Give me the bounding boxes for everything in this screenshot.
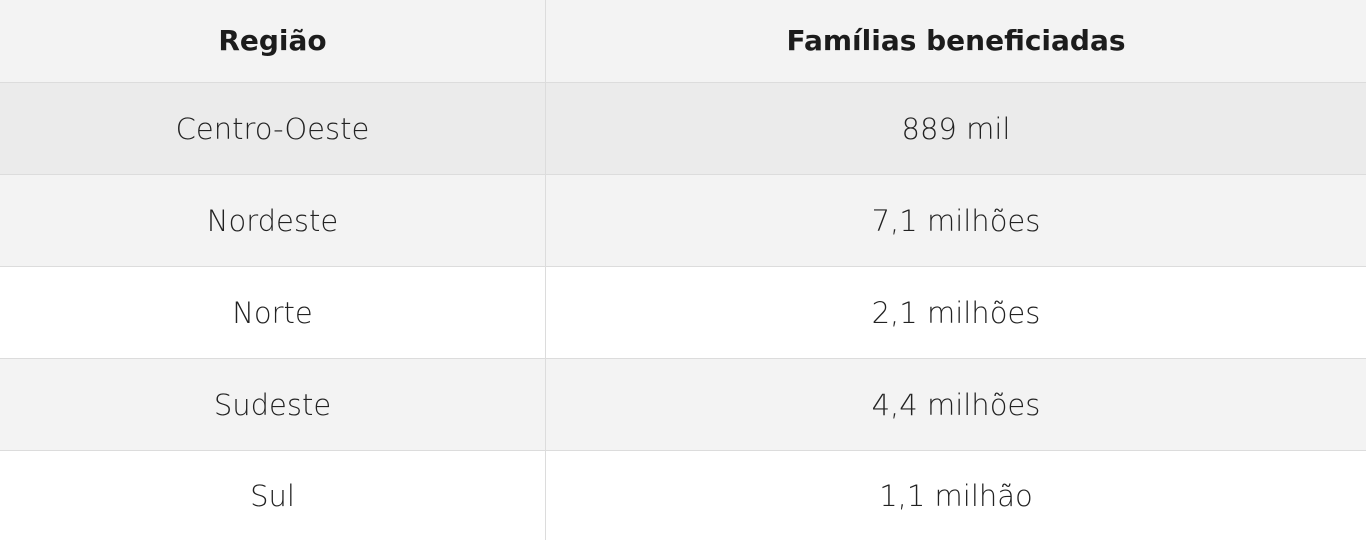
table-cell-region: Sul	[0, 451, 546, 540]
table-cell-families: 1,1 milhão	[546, 451, 1366, 540]
table-cell-region: Norte	[0, 267, 546, 359]
table-cell-region: Centro-Oeste	[0, 83, 546, 175]
table-cell-families: 4,4 milhões	[546, 359, 1366, 451]
column-header-region[interactable]: Região	[0, 0, 546, 83]
table-cell-families: 2,1 milhões	[546, 267, 1366, 359]
table-cell-families: 7,1 milhões	[546, 175, 1366, 267]
table-cell-region: Sudeste	[0, 359, 546, 451]
column-header-families[interactable]: Famílias beneficiadas	[546, 0, 1366, 83]
table-cell-families: 889 mil	[546, 83, 1366, 175]
table-cell-region: Nordeste	[0, 175, 546, 267]
